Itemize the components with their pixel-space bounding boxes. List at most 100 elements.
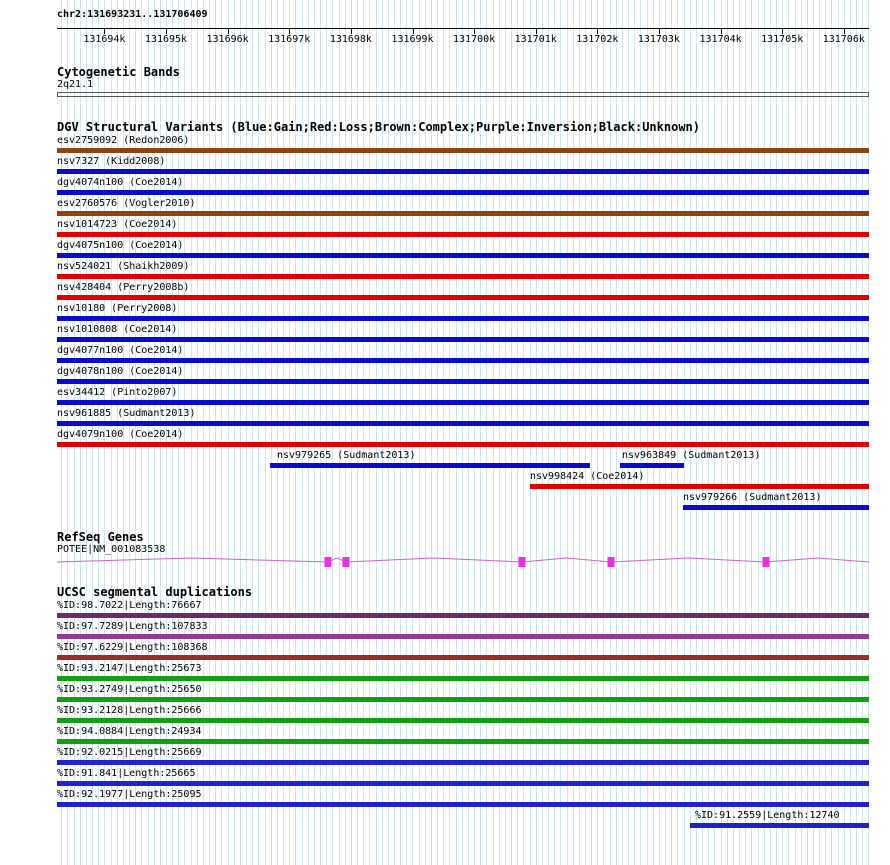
grid-line bbox=[529, 0, 531, 865]
grid-line bbox=[794, 0, 796, 865]
ruler-tick bbox=[535, 28, 537, 34]
grid-line bbox=[856, 0, 858, 865]
segdup-label: %ID:98.7022|Length:76667 bbox=[57, 600, 202, 611]
variant-label: nsv1014723 (Coe2014) bbox=[57, 219, 178, 230]
segdup-bar[interactable] bbox=[57, 781, 869, 786]
section-title-dgv: DGV Structural Variants (Blue:Gain;Red:L… bbox=[57, 120, 700, 134]
variant-bar[interactable] bbox=[683, 505, 869, 510]
grid-line bbox=[85, 0, 87, 865]
cytoband-bar[interactable] bbox=[57, 92, 869, 97]
variant-bar[interactable] bbox=[57, 211, 869, 216]
gene-glyph[interactable] bbox=[0, 551, 890, 573]
segdup-label: %ID:92.1977|Length:25095 bbox=[57, 789, 202, 800]
grid-line bbox=[591, 0, 593, 865]
variant-bar[interactable] bbox=[57, 421, 869, 426]
segdup-bar[interactable] bbox=[57, 697, 869, 702]
segdup-bar[interactable] bbox=[57, 760, 869, 765]
ruler-tick-label: 131699k bbox=[391, 34, 434, 45]
grid-line bbox=[646, 0, 648, 865]
variant-label: dgv4079n100 (Coe2014) bbox=[57, 429, 184, 440]
segdup-bar[interactable] bbox=[57, 676, 869, 681]
variant-label: esv2759092 (Redon2006) bbox=[57, 135, 190, 146]
variant-bar[interactable] bbox=[57, 232, 869, 237]
segdup-bar[interactable] bbox=[57, 613, 869, 618]
segdup-bar[interactable] bbox=[57, 634, 869, 639]
segdup-bar[interactable] bbox=[57, 718, 869, 723]
grid-line bbox=[492, 0, 494, 865]
variant-bar[interactable] bbox=[57, 337, 869, 342]
segdup-bar[interactable] bbox=[57, 739, 869, 744]
segdup-bar[interactable] bbox=[690, 823, 869, 828]
grid-line bbox=[554, 0, 556, 865]
variant-bar[interactable] bbox=[270, 463, 590, 468]
grid-line bbox=[658, 0, 660, 865]
grid-line bbox=[486, 0, 488, 865]
grid-line bbox=[714, 0, 716, 865]
grid-line bbox=[628, 0, 630, 865]
grid-line bbox=[430, 0, 432, 865]
segdup-label: %ID:93.2147|Length:25673 bbox=[57, 663, 202, 674]
grid-line bbox=[683, 0, 685, 865]
variant-bar[interactable] bbox=[57, 253, 869, 258]
grid-line bbox=[363, 0, 365, 865]
grid-line bbox=[400, 0, 402, 865]
gene-label: POTEE|NM_001083538 bbox=[57, 544, 166, 555]
ruler-tick bbox=[350, 28, 352, 34]
grid-line bbox=[61, 0, 63, 865]
variant-bar[interactable] bbox=[57, 442, 869, 447]
cytoband-label: 2q21.1 bbox=[57, 79, 94, 90]
grid-line bbox=[239, 0, 241, 865]
grid-line bbox=[788, 0, 790, 865]
grid-line bbox=[215, 0, 217, 865]
grid-line bbox=[67, 0, 69, 865]
grid-line bbox=[295, 0, 297, 865]
variant-bar[interactable] bbox=[57, 358, 869, 363]
grid-line bbox=[332, 0, 334, 865]
ruler-tick-label: 131696k bbox=[206, 34, 249, 45]
segdup-bar[interactable] bbox=[57, 655, 869, 660]
grid-line bbox=[184, 0, 186, 865]
grid-line bbox=[585, 0, 586, 865]
grid-line bbox=[603, 0, 605, 865]
grid-line bbox=[708, 0, 710, 865]
variant-label: nsv998424 (Coe2014) bbox=[530, 471, 645, 482]
grid-line bbox=[849, 0, 851, 865]
variant-bar[interactable] bbox=[57, 190, 869, 195]
grid-line bbox=[79, 0, 81, 865]
grid-line bbox=[689, 0, 691, 865]
variant-bar[interactable] bbox=[57, 274, 869, 279]
variant-bar[interactable] bbox=[530, 484, 869, 489]
variant-bar[interactable] bbox=[57, 400, 869, 405]
grid-line bbox=[221, 0, 223, 865]
grid-line bbox=[375, 0, 377, 865]
grid-line bbox=[283, 0, 285, 865]
grid-line bbox=[110, 0, 112, 865]
variant-label: dgv4075n100 (Coe2014) bbox=[57, 240, 184, 251]
grid-line bbox=[320, 0, 322, 865]
grid-line bbox=[252, 0, 254, 865]
variant-bar[interactable] bbox=[57, 148, 869, 153]
grid-line bbox=[98, 0, 100, 865]
variant-bar[interactable] bbox=[57, 169, 869, 174]
ruler-tick bbox=[597, 28, 599, 34]
grid-line bbox=[166, 0, 167, 865]
ruler-tick bbox=[227, 28, 229, 34]
grid-line bbox=[769, 0, 771, 865]
segdup-bar[interactable] bbox=[57, 802, 869, 807]
variant-bar[interactable] bbox=[57, 316, 869, 321]
variant-bar[interactable] bbox=[620, 463, 684, 468]
grid-line bbox=[831, 0, 833, 865]
grid-line bbox=[776, 0, 778, 865]
variant-label: dgv4074n100 (Coe2014) bbox=[57, 177, 184, 188]
grid-line bbox=[720, 0, 722, 865]
variant-label: nsv979266 (Sudmant2013) bbox=[683, 492, 822, 503]
grid-line bbox=[819, 0, 821, 865]
grid-line bbox=[135, 0, 137, 865]
variant-bar[interactable] bbox=[57, 379, 869, 384]
grid-line bbox=[393, 0, 395, 865]
grid-line bbox=[609, 0, 611, 865]
grid-line bbox=[159, 0, 161, 865]
grid-line bbox=[702, 0, 704, 865]
variant-bar[interactable] bbox=[57, 295, 869, 300]
grid-line bbox=[541, 0, 543, 865]
